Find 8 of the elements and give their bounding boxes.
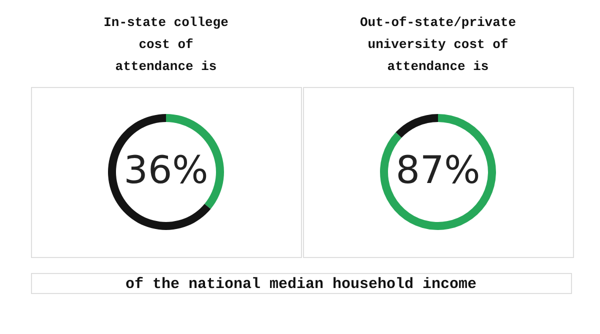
donut-slice (108, 114, 211, 230)
chart-title: Out-of-state/private university cost of attendance is (360, 15, 516, 74)
data-label: 87% (396, 148, 480, 192)
donut-slice (380, 114, 496, 230)
donut-slice (396, 114, 438, 138)
text: of the national median household income (125, 276, 477, 293)
data-label: 36% (124, 148, 208, 192)
chart-title: In-state college cost of attendance is (104, 15, 229, 74)
